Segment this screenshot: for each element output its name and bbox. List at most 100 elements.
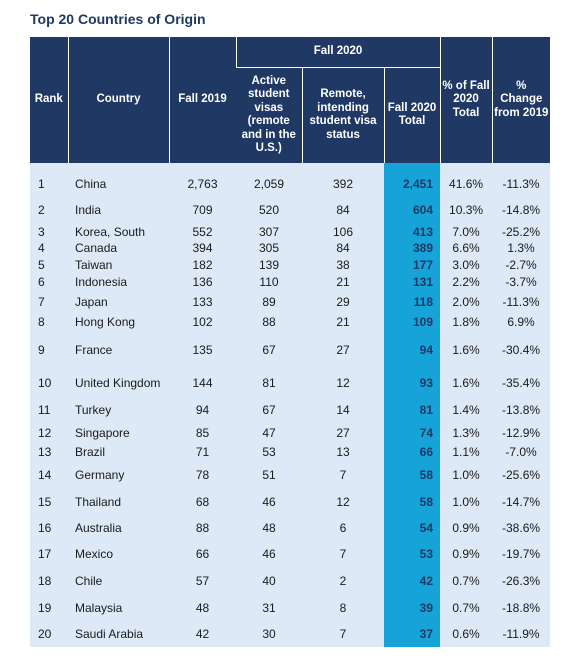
country-cell: India	[68, 196, 169, 223]
pct-of-total-cell: 0.7%	[440, 567, 493, 594]
rank-cell: 1	[30, 171, 68, 196]
fall-2020-total-cell: 109	[384, 313, 441, 331]
pct-change-cell: -13.8%	[492, 398, 551, 422]
pct-change-cell: -25.2%	[492, 223, 551, 240]
active-visas-cell: 89	[236, 291, 302, 313]
remote-cell: 21	[302, 313, 384, 331]
country-cell: Korea, South	[68, 223, 169, 240]
active-visas-cell: 305	[236, 240, 302, 256]
remote-cell: 2	[302, 567, 384, 594]
fall-2020-total-cell: 2,451	[384, 171, 441, 196]
active-visas-cell: 53	[236, 443, 302, 461]
pct-of-total-cell: 0.6%	[440, 621, 493, 647]
pct-change-cell: -11.3%	[492, 291, 551, 313]
fall-2019-cell: 42	[169, 621, 236, 647]
pct-change-cell: -19.7%	[492, 541, 551, 567]
table-row: 6 Indonesia 136 110 21 131 2.2% -3.7%	[30, 273, 551, 291]
remote-cell: 392	[302, 171, 384, 196]
rank-cell: 18	[30, 567, 68, 594]
fall-2020-total-cell: 177	[384, 256, 441, 273]
rank-cell: 19	[30, 594, 68, 621]
pct-change-cell: -2.7%	[492, 256, 551, 273]
table-body: 1 China 2,763 2,059 392 2,451 41.6% -11.3% 2 Indi…	[30, 163, 551, 647]
table-row: 15 Thailand 68 46 12 58 1.0% -14.7%	[30, 488, 551, 515]
country-cell: China	[68, 171, 169, 196]
fall-2019-cell: 102	[169, 313, 236, 331]
table-row: 14 Germany 78 51 7 58 1.0% -25.6%	[30, 461, 551, 488]
pct-change-cell: -18.8%	[492, 594, 551, 621]
country-cell: Chile	[68, 567, 169, 594]
country-cell: United Kingdom	[68, 368, 169, 398]
fall-2020-total-cell: 413	[384, 223, 441, 240]
fall-2019-cell: 552	[169, 223, 236, 240]
active-visas-cell: 30	[236, 621, 302, 647]
fall-2019-cell: 68	[169, 488, 236, 515]
header-fall-2019: Fall 2019	[168, 37, 236, 163]
pct-of-total-cell: 0.7%	[440, 594, 493, 621]
table-row: 13 Brazil 71 53 13 66 1.1% -7.0%	[30, 443, 551, 461]
pct-of-total-cell: 1.4%	[440, 398, 493, 422]
fall-2019-cell: 136	[169, 273, 236, 291]
fall-2020-total-cell: 74	[384, 422, 441, 443]
pct-change-cell: -38.6%	[492, 515, 551, 541]
rank-cell: 11	[30, 398, 68, 422]
remote-cell: 27	[302, 422, 384, 443]
pct-of-total-cell: 6.6%	[440, 240, 493, 256]
pct-of-total-cell: 2.2%	[440, 273, 493, 291]
pct-change-cell: 6.9%	[492, 313, 551, 331]
active-visas-cell: 110	[236, 273, 302, 291]
remote-cell: 27	[302, 331, 384, 368]
rank-cell: 14	[30, 461, 68, 488]
remote-cell: 7	[302, 541, 384, 567]
table-row: 4 Canada 394 305 84 389 6.6% 1.3%	[30, 240, 551, 256]
rank-cell: 6	[30, 273, 68, 291]
rank-cell: 4	[30, 240, 68, 256]
header-remote: Remote, intending student visa status	[301, 66, 384, 163]
table-row: 1 China 2,763 2,059 392 2,451 41.6% -11.3%	[30, 171, 551, 196]
table-row: 8 Hong Kong 102 88 21 109 1.8% 6.9%	[30, 313, 551, 331]
rank-cell: 13	[30, 443, 68, 461]
remote-cell: 38	[302, 256, 384, 273]
header-pct-change: % Change from 2019	[491, 37, 551, 163]
table-row: 19 Malaysia 48 31 8 39 0.7% -18.8%	[30, 594, 551, 621]
pct-of-total-cell: 10.3%	[440, 196, 493, 223]
remote-cell: 6	[302, 515, 384, 541]
country-cell: Malaysia	[68, 594, 169, 621]
country-cell: Singapore	[68, 422, 169, 443]
country-cell: Hong Kong	[68, 313, 169, 331]
table-row: 9 France 135 67 27 94 1.6% -30.4%	[30, 331, 551, 368]
active-visas-cell: 51	[236, 461, 302, 488]
pct-of-total-cell: 41.6%	[440, 171, 493, 196]
fall-2019-cell: 182	[169, 256, 236, 273]
country-cell: Taiwan	[68, 256, 169, 273]
fall-2019-cell: 2,763	[169, 171, 236, 196]
table-row: 3 Korea, South 552 307 106 413 7.0% -25.2%	[30, 223, 551, 240]
pct-of-total-cell: 1.3%	[440, 422, 493, 443]
fall-2020-total-cell: 37	[384, 621, 441, 647]
fall-2019-cell: 88	[169, 515, 236, 541]
header-pct-of-total: % of Fall 2020 Total	[439, 37, 493, 163]
country-cell: Canada	[68, 240, 169, 256]
remote-cell: 14	[302, 398, 384, 422]
pct-change-cell: -25.6%	[492, 461, 551, 488]
pct-change-cell: 1.3%	[492, 240, 551, 256]
pct-of-total-cell: 7.0%	[440, 223, 493, 240]
remote-cell: 84	[302, 240, 384, 256]
rank-cell: 9	[30, 331, 68, 368]
fall-2020-total-cell: 131	[384, 273, 441, 291]
active-visas-cell: 307	[236, 223, 302, 240]
fall-2019-cell: 133	[169, 291, 236, 313]
country-cell: Thailand	[68, 488, 169, 515]
active-visas-cell: 67	[236, 331, 302, 368]
header-rank: Rank	[30, 37, 68, 163]
fall-2019-cell: 94	[169, 398, 236, 422]
rank-cell: 17	[30, 541, 68, 567]
pct-change-cell: -3.7%	[492, 273, 551, 291]
remote-cell: 84	[302, 196, 384, 223]
table-row: 11 Turkey 94 67 14 81 1.4% -13.8%	[30, 398, 551, 422]
country-cell: Japan	[68, 291, 169, 313]
fall-2020-total-cell: 54	[384, 515, 441, 541]
active-visas-cell: 31	[236, 594, 302, 621]
pct-of-total-cell: 1.8%	[440, 313, 493, 331]
pct-of-total-cell: 0.9%	[440, 541, 493, 567]
